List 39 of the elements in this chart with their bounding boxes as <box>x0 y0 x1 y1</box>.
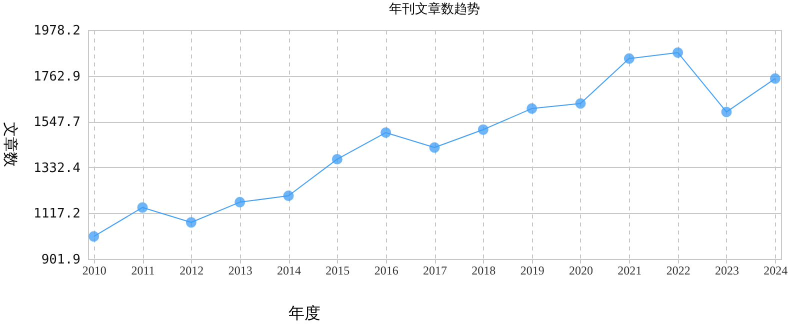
x-tick-label: 2012 <box>180 264 204 278</box>
y-tick-label: 1547.7 <box>34 115 80 130</box>
point <box>478 124 488 135</box>
x-tick-label: 2021 <box>618 264 642 278</box>
point <box>234 196 246 208</box>
x-tick-label: 2019 <box>520 264 544 278</box>
point <box>88 231 100 242</box>
point <box>186 217 196 228</box>
point <box>721 106 732 118</box>
point <box>137 202 148 213</box>
x-tick-label: 2013 <box>228 264 252 278</box>
point <box>332 154 342 164</box>
y-tick-label: 1762.9 <box>34 69 80 84</box>
x-tick-label: 2024 <box>764 264 788 278</box>
y-tick-label: 1117.2 <box>34 206 80 222</box>
point <box>429 142 440 153</box>
x-tick-label: 2022 <box>666 264 690 278</box>
point <box>283 190 294 202</box>
point <box>380 127 392 138</box>
x-tick-label: 2011 <box>131 264 155 278</box>
x-axis-title: 年度 <box>288 304 320 322</box>
x-tick-label: 2016 <box>374 264 398 278</box>
x-tick-label: 2015 <box>326 264 350 278</box>
y-axis-title: 文章数 <box>2 122 20 167</box>
y-tick-label: 1978.2 <box>34 24 80 38</box>
point <box>624 53 634 64</box>
point <box>770 73 780 84</box>
point <box>575 98 586 109</box>
y-tick-label: 1332.4 <box>34 160 81 176</box>
point <box>526 103 538 114</box>
x-tick-label: 2010 <box>82 264 106 278</box>
point <box>672 47 684 58</box>
y-tick-label: 901.9 <box>41 252 80 268</box>
chart-title: 年刊文章数趋势 <box>389 2 480 17</box>
x-tick-label: 2018 <box>472 264 496 278</box>
x-tick-label: 2017 <box>423 264 447 278</box>
x-tick-label: 2014 <box>277 264 302 278</box>
x-tick-label: 2023 <box>714 264 739 278</box>
x-tick-label: 2020 <box>568 264 593 278</box>
